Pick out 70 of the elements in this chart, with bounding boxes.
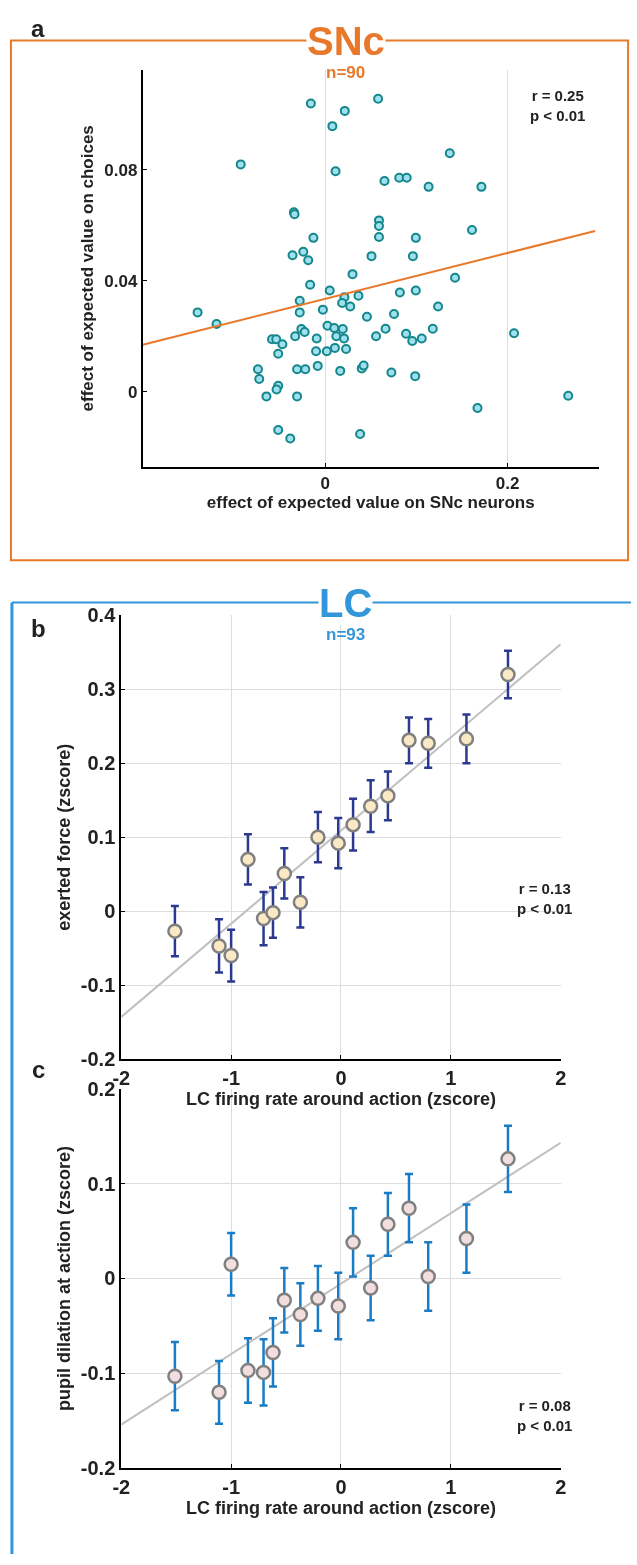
y-axis-title: pupil dilation at action (zscore) [53, 1145, 74, 1411]
point [345, 816, 361, 833]
annotation: r = 0.25 p < 0.01 [530, 87, 586, 124]
point [240, 1362, 256, 1379]
y-tick-label: 0.04 [104, 271, 138, 291]
point [345, 1234, 361, 1251]
text: b [31, 615, 46, 642]
point [276, 1292, 293, 1308]
x-tick-label: 1 [445, 1067, 457, 1090]
y-tick-label: -0.1 [80, 1362, 116, 1385]
point [330, 835, 346, 851]
chart-subtitle: n=90 [326, 63, 366, 82]
point [255, 1364, 272, 1381]
y-tick-label: -0.2 [80, 1048, 116, 1071]
x-tick-label: 0 [335, 1476, 347, 1499]
point [458, 731, 475, 747]
y-tick-label: 0 [104, 900, 116, 923]
point [276, 865, 293, 882]
x-tick-label: -1 [222, 1067, 241, 1090]
y-tick-label: -0.1 [80, 974, 116, 997]
y-tick-label: 0.2 [87, 752, 116, 775]
point [380, 1216, 396, 1233]
point [167, 1368, 183, 1384]
point [420, 1268, 436, 1285]
y-tick-label: 0 [104, 1267, 116, 1290]
point [458, 1230, 475, 1247]
y-axis-title: effect of expected value on choices [78, 125, 98, 412]
point [223, 947, 239, 964]
point [330, 1298, 346, 1314]
y-tick-label: 0.1 [87, 1172, 116, 1195]
y-axis-title: exerted force (zscore) [53, 743, 74, 931]
y-tick-label: 0.08 [104, 160, 138, 180]
point [240, 851, 256, 868]
text: a [31, 15, 45, 42]
x-tick-label: 0 [335, 1067, 347, 1090]
y-tick-label: 0.3 [87, 678, 116, 701]
annotation: r = 0.08 p < 0.01 [517, 1397, 573, 1434]
x-axis-title: LC firing rate around action (zscore) [185, 1089, 497, 1110]
point [211, 1384, 227, 1401]
text: n=93 [326, 625, 366, 644]
point [223, 1256, 239, 1272]
x-axis-title: effect of expected value on SNc neurons [206, 492, 535, 512]
y-tick-label: 0.4 [87, 604, 117, 627]
x-tick-label: -1 [222, 1476, 241, 1499]
y-tick-label: 0.1 [87, 826, 116, 849]
x-axis-title: LC firing rate around action (zscore) [185, 1498, 497, 1519]
annotation: r = 0.13 p < 0.01 [517, 880, 573, 917]
point [310, 1290, 326, 1307]
point [292, 1306, 309, 1323]
point [292, 894, 309, 911]
point [310, 829, 326, 845]
point [265, 1344, 281, 1361]
text: c [32, 1056, 46, 1083]
point [401, 732, 417, 749]
point [380, 788, 396, 804]
x-tick-label: 2 [555, 1476, 567, 1499]
chart-title: LC [319, 581, 373, 625]
chart-title: SNc [307, 19, 385, 63]
point [362, 1280, 379, 1296]
x-tick-label: 1 [445, 1476, 457, 1499]
point [500, 666, 516, 683]
point [401, 1200, 417, 1216]
y-tick-label: 0 [127, 382, 138, 402]
point [420, 735, 436, 752]
x-tick-label: 2 [555, 1067, 567, 1090]
point [362, 798, 379, 814]
point [167, 923, 183, 939]
point [211, 938, 227, 954]
point [500, 1151, 516, 1167]
point [265, 904, 281, 921]
